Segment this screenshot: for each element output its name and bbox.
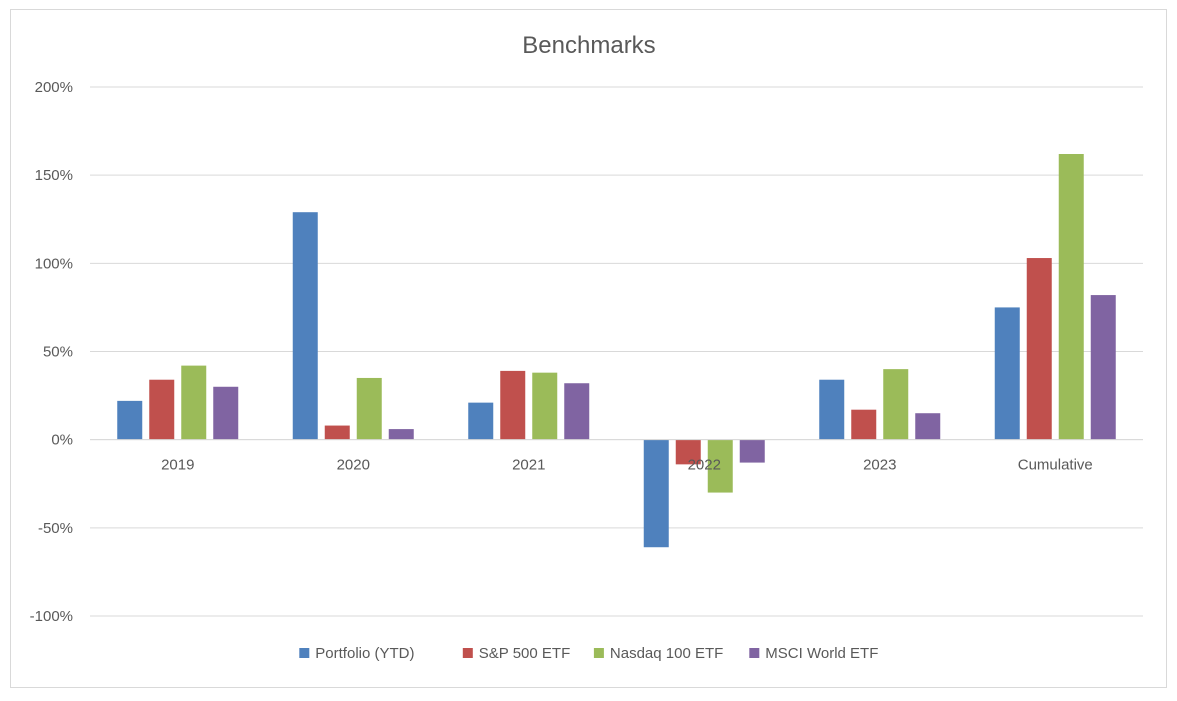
y-tick-label: -50% — [38, 520, 73, 537]
legend-swatch — [749, 648, 760, 658]
chart-title: Benchmarks — [522, 32, 655, 59]
bar-portfolio-ytd-2019 — [117, 400, 143, 440]
bar-s-p-500-etf-cumulative — [1026, 258, 1052, 440]
bar-msci-world-etf-2022 — [739, 439, 765, 463]
bar-nasdaq-100-etf-2019 — [181, 365, 207, 440]
legend: Portfolio (YTD) S&P 500 ETF Nasdaq 100 ETF… — [299, 645, 878, 662]
bar-portfolio-ytd-2021 — [468, 402, 494, 440]
bar-msci-world-etf-2019 — [213, 386, 239, 440]
x-tick-label: 2023 — [863, 457, 896, 474]
x-tick-label: 2021 — [512, 457, 545, 474]
bar-msci-world-etf-cumulative — [1090, 295, 1116, 440]
axes: 200% 150% 100% 50% 0% -50% -100% 2019 2020 2021 20… — [30, 79, 1143, 625]
y-tick-label: 50% — [43, 344, 73, 361]
legend-label: Portfolio (YTD) — [315, 645, 414, 662]
gridlines — [90, 86, 1143, 617]
legend-swatch — [299, 648, 310, 658]
x-tick-label: 2022 — [688, 457, 721, 474]
bar-nasdaq-100-etf-2020 — [356, 377, 382, 440]
bar-msci-world-etf-2020 — [388, 429, 414, 440]
chart-frame — [10, 9, 1167, 688]
legend-label: Nasdaq 100 ETF — [610, 645, 723, 662]
bar-s-p-500-etf-2020 — [324, 425, 350, 440]
x-tick-label: Cumulative — [1018, 457, 1093, 474]
legend-label: MSCI World ETF — [765, 645, 878, 662]
y-tick-label: 100% — [35, 255, 73, 272]
bar-portfolio-ytd-cumulative — [994, 307, 1020, 440]
bar-s-p-500-etf-2023 — [851, 409, 877, 440]
bar-nasdaq-100-etf-2023 — [883, 369, 909, 440]
bar-s-p-500-etf-2021 — [500, 370, 526, 440]
y-tick-label: 0% — [51, 432, 73, 449]
legend-swatch — [593, 648, 604, 658]
bar-s-p-500-etf-2022 — [675, 439, 701, 465]
x-tick-label: 2019 — [161, 457, 194, 474]
y-tick-label: 200% — [35, 79, 73, 96]
bar-nasdaq-100-etf-cumulative — [1058, 154, 1084, 440]
bar-portfolio-ytd-2023 — [819, 379, 845, 440]
y-tick-label: 150% — [35, 167, 73, 184]
bar-portfolio-ytd-2022 — [643, 439, 669, 548]
bar-msci-world-etf-2021 — [564, 383, 590, 440]
bar-portfolio-ytd-2020 — [292, 212, 318, 440]
x-tick-label: 2020 — [337, 457, 370, 474]
y-tick-label: -100% — [30, 608, 73, 625]
legend-label: S&P 500 ETF — [479, 645, 570, 662]
bar-nasdaq-100-etf-2022 — [707, 439, 733, 493]
legend-swatch — [462, 648, 473, 658]
bar-nasdaq-100-etf-2021 — [532, 372, 558, 440]
bar-msci-world-etf-2023 — [915, 413, 941, 440]
bars — [117, 154, 1116, 548]
bar-s-p-500-etf-2019 — [149, 379, 175, 440]
